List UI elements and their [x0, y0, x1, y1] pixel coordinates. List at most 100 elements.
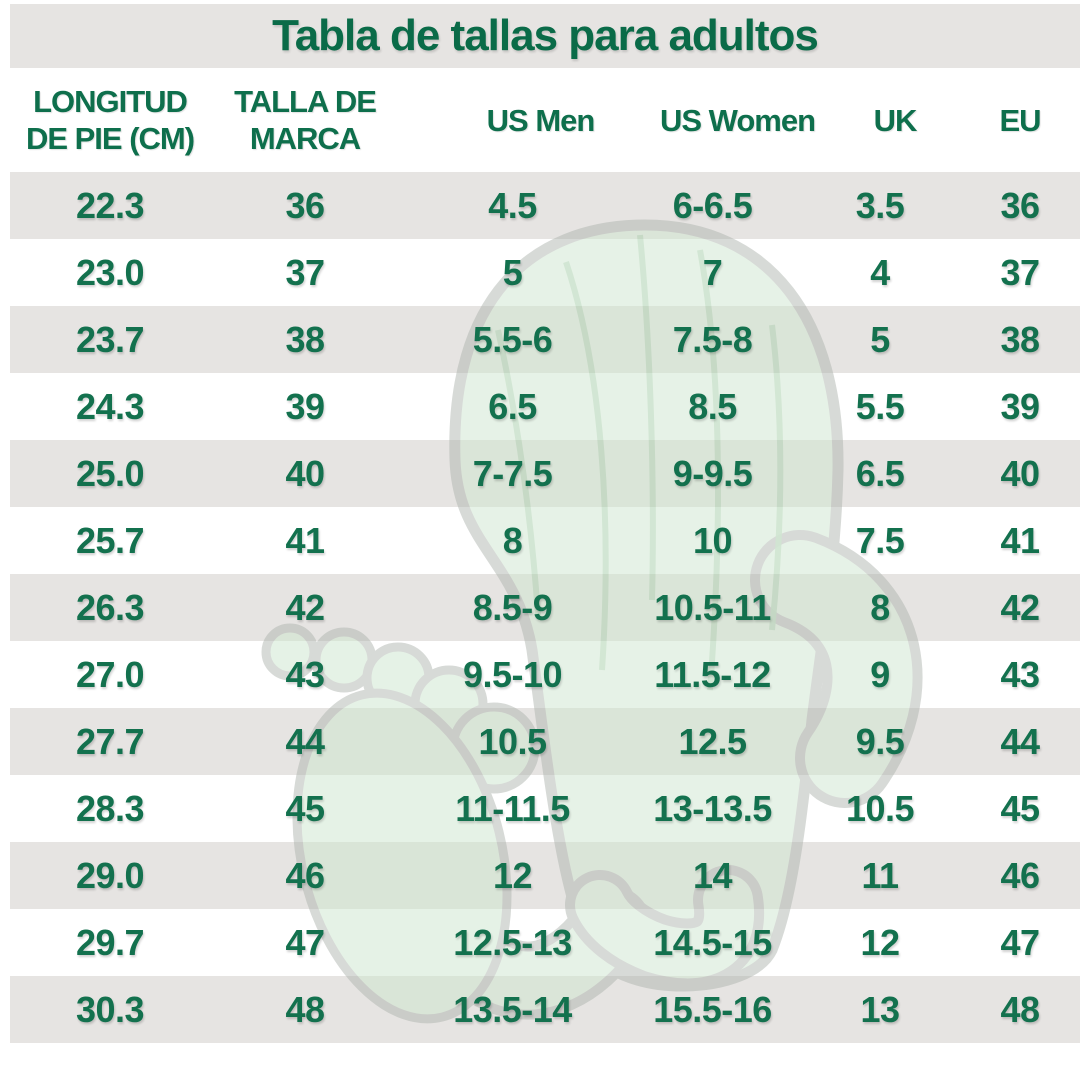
cell-uk: 9.5 [855, 720, 905, 762]
cell-brand-size: 44 [285, 720, 325, 762]
cell-us-women: 11.5-12 [654, 653, 771, 695]
cell-us-men: 10.5 [478, 720, 547, 762]
cell-us-women: 15.5-16 [653, 988, 772, 1030]
header-eu: EU [999, 102, 1041, 138]
table-row: 24.3 39 6.5 8.5 5.5 39 [10, 373, 1080, 440]
cell-uk: 12 [860, 921, 900, 963]
cell-uk: 4 [870, 251, 890, 293]
title-band: Tabla de tallas para adultos [10, 4, 1080, 68]
cell-foot-length: 24.3 [75, 385, 145, 427]
cell-eu: 41 [1000, 519, 1040, 561]
cell-foot-length: 27.7 [75, 720, 145, 762]
cell-foot-length: 23.7 [75, 318, 145, 360]
cell-eu: 37 [1000, 251, 1040, 293]
cell-uk: 9 [870, 653, 890, 695]
cell-uk: 5.5 [855, 385, 905, 427]
cell-uk: 10.5 [845, 787, 915, 829]
cell-uk: 8 [870, 586, 890, 628]
cell-eu: 39 [1000, 385, 1040, 427]
table-row: 27.0 43 9.5-10 11.5-12 9 43 [10, 641, 1080, 708]
cell-brand-size: 45 [285, 787, 325, 829]
header-uk: UK [873, 102, 918, 138]
cell-brand-size: 43 [285, 653, 325, 695]
cell-brand-size: 42 [285, 586, 325, 628]
cell-us-men: 12.5-13 [453, 921, 572, 963]
table-row: 26.3 42 8.5-9 10.5-11 8 42 [10, 574, 1080, 641]
cell-eu: 42 [1000, 586, 1040, 628]
cell-eu: 46 [1000, 854, 1040, 896]
cell-us-women: 14 [692, 854, 733, 896]
cell-uk: 5 [870, 318, 890, 360]
cell-foot-length: 26.3 [75, 586, 145, 628]
cell-foot-length: 28.3 [75, 787, 145, 829]
cell-brand-size: 38 [285, 318, 325, 360]
cell-us-women: 10.5-11 [654, 586, 771, 628]
cell-eu: 38 [1000, 318, 1040, 360]
cell-uk: 13 [860, 988, 900, 1030]
cell-foot-length: 22.3 [75, 184, 145, 226]
cell-foot-length: 25.0 [75, 452, 145, 494]
table-row: 29.7 47 12.5-13 14.5-15 12 47 [10, 909, 1080, 976]
cell-eu: 45 [1000, 787, 1040, 829]
table-header-row: LONGITUD DE PIE (CM) TALLA DE MARCA US M… [10, 68, 1080, 172]
cell-us-women: 10 [692, 519, 733, 561]
cell-eu: 47 [1000, 921, 1040, 963]
cell-us-women: 13-13.5 [653, 787, 772, 829]
cell-brand-size: 47 [285, 921, 325, 963]
cell-us-men: 5.5-6 [472, 318, 553, 360]
cell-us-women: 14.5-15 [653, 921, 772, 963]
cell-uk: 6.5 [855, 452, 905, 494]
table-row: 29.0 46 12 14 11 46 [10, 842, 1080, 909]
cell-us-men: 7-7.5 [472, 452, 553, 494]
cell-us-women: 8.5 [688, 385, 737, 427]
cell-eu: 40 [1000, 452, 1040, 494]
cell-eu: 44 [1000, 720, 1040, 762]
cell-brand-size: 39 [285, 385, 325, 427]
table-row: 28.3 45 11-11.5 13-13.5 10.5 45 [10, 775, 1080, 842]
cell-brand-size: 46 [285, 854, 325, 896]
cell-us-women: 12.5 [678, 720, 747, 762]
cell-uk: 3.5 [855, 184, 905, 226]
cell-uk: 11 [861, 854, 899, 896]
header-us-women: US Women [659, 102, 816, 138]
cell-foot-length: 30.3 [75, 988, 145, 1030]
table-row: 30.3 48 13.5-14 15.5-16 13 48 [10, 976, 1080, 1043]
cell-us-men: 13.5-14 [453, 988, 572, 1030]
table-row: 25.0 40 7-7.5 9-9.5 6.5 40 [10, 440, 1080, 507]
cell-foot-length: 29.7 [75, 921, 145, 963]
cell-us-women: 7 [702, 251, 723, 293]
header-brand-size: TALLA DE MARCA [234, 84, 377, 156]
cell-us-men: 9.5-10 [462, 653, 563, 695]
table-row: 23.7 38 5.5-6 7.5-8 5 38 [10, 306, 1080, 373]
header-foot-length: LONGITUD DE PIE (CM) [25, 84, 195, 156]
cell-us-men: 4.5 [488, 184, 537, 226]
cell-us-women: 9-9.5 [672, 452, 753, 494]
cell-foot-length: 23.0 [75, 251, 145, 293]
cell-us-men: 8.5-9 [472, 586, 553, 628]
cell-brand-size: 48 [285, 988, 325, 1030]
cell-us-women: 7.5-8 [672, 318, 753, 360]
cell-us-men: 12 [492, 854, 533, 896]
cell-eu: 48 [1000, 988, 1040, 1030]
table-row: 27.7 44 10.5 12.5 9.5 44 [10, 708, 1080, 775]
cell-brand-size: 41 [285, 519, 325, 561]
cell-us-women: 6-6.5 [672, 184, 753, 226]
cell-us-men: 5 [502, 251, 523, 293]
cell-brand-size: 40 [285, 452, 325, 494]
cell-us-men: 8 [502, 519, 523, 561]
table-row: 23.0 37 5 7 4 37 [10, 239, 1080, 306]
table-row: 25.7 41 8 10 7.5 41 [10, 507, 1080, 574]
page-title: Tabla de tallas para adultos [272, 11, 819, 60]
cell-eu: 43 [1000, 653, 1040, 695]
cell-brand-size: 36 [285, 184, 325, 226]
cell-brand-size: 37 [285, 251, 325, 293]
cell-us-men: 6.5 [488, 385, 537, 427]
cell-foot-length: 29.0 [75, 854, 145, 896]
cell-foot-length: 25.7 [75, 519, 145, 561]
cell-us-men: 11-11.5 [455, 787, 570, 829]
cell-foot-length: 27.0 [75, 653, 145, 695]
table-row: 22.3 36 4.5 6-6.5 3.5 36 [10, 172, 1080, 239]
cell-eu: 36 [1000, 184, 1040, 226]
table-body: 22.3 36 4.5 6-6.5 3.5 36 23.0 37 5 7 4 3… [0, 172, 1080, 1043]
